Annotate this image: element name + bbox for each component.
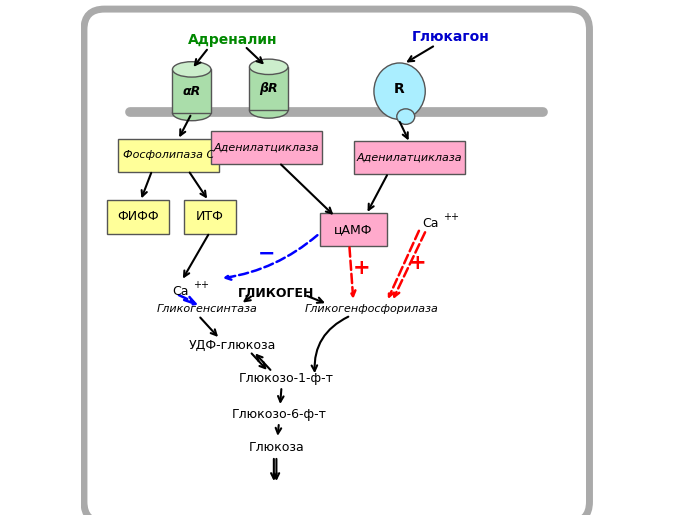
Text: αR: αR [183,85,201,98]
Text: Глюкозо-6-ф-т: Глюкозо-6-ф-т [231,408,327,421]
FancyBboxPatch shape [118,139,219,172]
Text: цАМФ: цАМФ [334,223,372,236]
Text: +: + [409,253,427,273]
FancyBboxPatch shape [354,141,465,174]
Ellipse shape [172,105,211,121]
FancyBboxPatch shape [211,131,322,164]
FancyBboxPatch shape [107,200,169,234]
Text: βR: βR [260,82,278,95]
Text: +: + [352,259,370,278]
Text: Аденилатциклаза: Аденилатциклаза [214,142,319,153]
Ellipse shape [249,59,288,74]
Text: Ca: Ca [422,217,439,230]
FancyBboxPatch shape [172,69,211,113]
FancyBboxPatch shape [320,213,387,246]
Text: −: − [258,244,275,264]
Text: Ca: Ca [173,285,189,298]
Ellipse shape [397,109,415,124]
Text: Гликогенфосфорилаза: Гликогенфосфорилаза [304,304,438,314]
Text: Аденилатциклаза: Аденилатциклаза [357,153,462,163]
Text: Гликогенсинтаза: Гликогенсинтаза [157,304,258,314]
Text: Глюкоза: Глюкоза [249,441,304,455]
Text: ГЛИКОГЕН: ГЛИКОГЕН [238,287,314,300]
Text: Фосфолипаза C: Фосфолипаза C [123,150,214,160]
Ellipse shape [374,63,425,119]
Text: ИТФ: ИТФ [196,211,224,223]
Text: Адреналин: Адреналин [188,33,278,47]
Text: ++: ++ [443,212,459,222]
Text: ФИФФ: ФИФФ [117,211,159,223]
Text: Глюкагон: Глюкагон [412,30,490,44]
Text: R: R [394,82,405,95]
Text: УДФ-глюкоза: УДФ-глюкоза [189,338,276,352]
Text: ++: ++ [193,280,210,290]
Ellipse shape [172,62,211,77]
FancyBboxPatch shape [249,67,288,110]
FancyBboxPatch shape [184,200,236,234]
Text: Глюкозо-1-ф-т: Глюкозо-1-ф-т [239,372,334,385]
Ellipse shape [249,103,288,118]
FancyBboxPatch shape [84,9,589,516]
